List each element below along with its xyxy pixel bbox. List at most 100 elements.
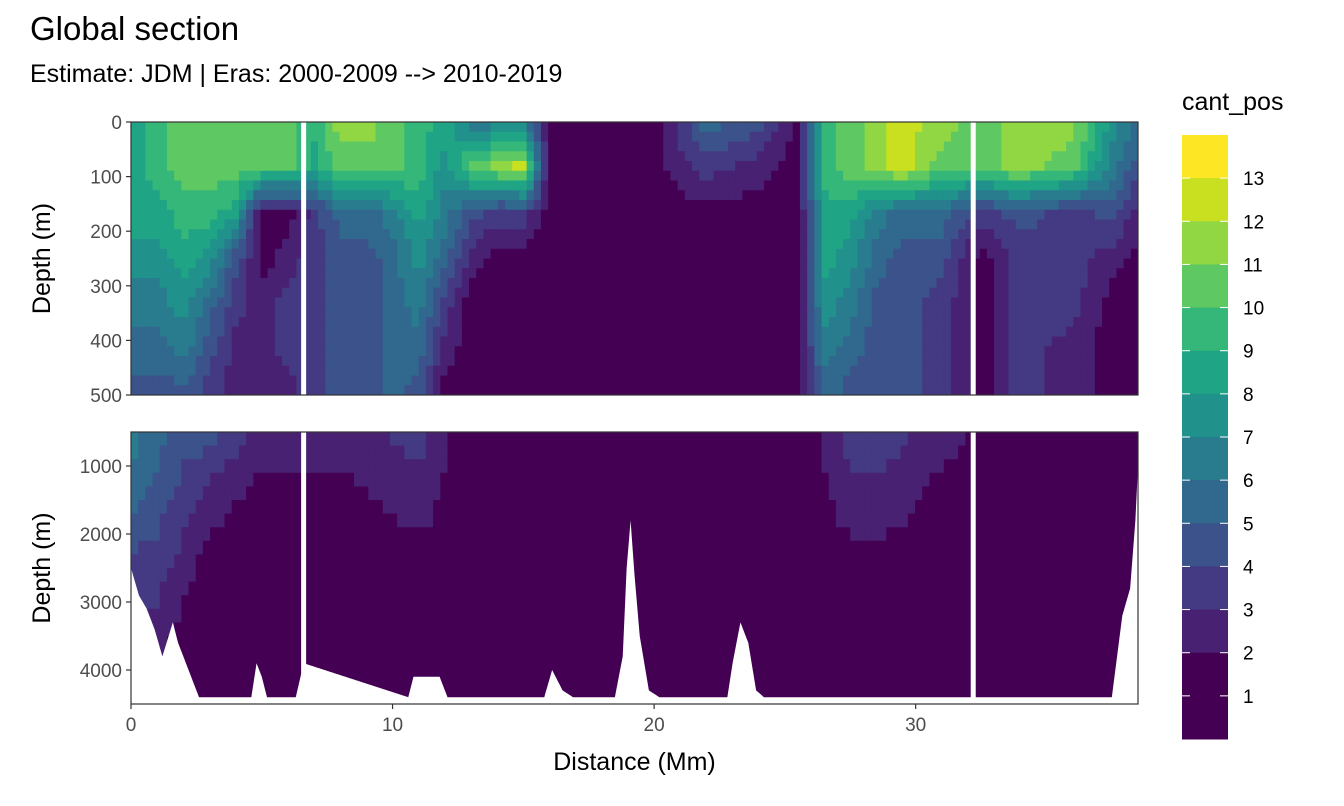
heat-cell: [397, 459, 405, 474]
heat-cell: [1102, 180, 1110, 191]
heat-cell: [1044, 258, 1053, 269]
heat-cell: [857, 219, 866, 230]
heat-cell: [735, 151, 743, 162]
heat-cell: [763, 326, 772, 338]
heat-cell: [828, 209, 837, 221]
heat-cell: [713, 268, 722, 279]
heat-cell: [648, 180, 657, 191]
heat-cell: [936, 180, 945, 191]
heat-cell: [476, 268, 485, 279]
heat-cell: [353, 268, 362, 279]
heat-cell: [368, 676, 377, 691]
heat-cell: [152, 568, 161, 583]
heat-cell: [339, 190, 348, 201]
heat-cell: [332, 636, 341, 651]
heat-cell: [210, 554, 218, 569]
heat-cell: [210, 500, 218, 515]
heat-cell: [828, 151, 837, 162]
heat-cell: [202, 317, 211, 328]
heat-cell: [886, 278, 895, 289]
heat-cell: [1130, 170, 1138, 182]
heat-cell: [274, 278, 283, 289]
heat-cell: [152, 229, 161, 240]
heat-cell: [986, 190, 995, 201]
heat-cell: [476, 239, 485, 250]
heat-cell: [318, 161, 326, 172]
heat-cell: [843, 326, 851, 338]
heat-cell: [497, 595, 506, 610]
heat-cell: [692, 375, 700, 386]
heat-cell: [562, 326, 571, 338]
heat-cell: [353, 432, 362, 447]
heat-cell: [735, 268, 743, 279]
heat-cell: [231, 581, 240, 596]
heat-cell: [871, 297, 880, 308]
heat-cell: [274, 459, 283, 474]
heat-cell: [303, 595, 312, 610]
heat-cell: [994, 161, 1002, 172]
heat-cell: [641, 258, 650, 269]
heat-cell: [382, 527, 391, 542]
heat-cell: [692, 209, 700, 221]
heat-cell: [1109, 229, 1118, 240]
heat-cell: [533, 317, 542, 328]
heat-cell: [152, 200, 161, 211]
heat-cell: [828, 336, 837, 347]
heat-cell: [1116, 326, 1125, 338]
heat-cell: [318, 122, 326, 133]
heat-cell: [353, 209, 362, 221]
heat-cell: [821, 356, 830, 367]
heat-cell: [274, 622, 283, 637]
heat-cell: [389, 248, 398, 260]
heat-cell: [368, 375, 377, 386]
heat-cell: [886, 297, 895, 308]
heat-cell: [922, 287, 930, 299]
heat-cell: [1123, 385, 1132, 395]
heat-cell: [195, 356, 204, 367]
heat-cell: [835, 346, 844, 357]
heat-cell: [303, 200, 312, 211]
heat-cell: [253, 161, 262, 172]
heat-cell: [986, 365, 995, 377]
heat-cell: [246, 459, 254, 474]
heat-cell: [893, 180, 902, 191]
heat-cell: [246, 445, 254, 460]
heat-cell: [720, 131, 729, 143]
heat-cell: [986, 356, 995, 367]
heat-cell: [166, 317, 175, 328]
heat-cell: [195, 229, 204, 240]
heat-cell: [950, 170, 959, 182]
heat-cell: [749, 161, 758, 172]
heat-cell: [425, 622, 434, 637]
heat-cell: [490, 219, 499, 230]
heat-cell: [699, 200, 708, 211]
heat-cell: [238, 170, 247, 182]
heat-cell: [433, 527, 441, 542]
heat-cell: [296, 317, 305, 328]
heat-cell: [433, 459, 441, 474]
heat-cell: [1109, 200, 1118, 211]
heat-cell: [389, 278, 398, 289]
heat-cell: [325, 554, 333, 569]
heat-cell: [1080, 239, 1089, 250]
heat-cell: [562, 317, 571, 328]
heat-cell: [217, 608, 226, 623]
heat-cell: [1015, 209, 1024, 221]
heat-cell: [979, 317, 988, 328]
heat-cell: [821, 385, 830, 395]
heat-cell: [835, 219, 844, 230]
heat-cell: [361, 326, 369, 338]
heat-cell: [1044, 180, 1053, 191]
heat-cell: [843, 346, 851, 357]
heat-cell: [526, 385, 535, 395]
heat-cell: [771, 356, 779, 367]
heat-cell: [936, 278, 945, 289]
heat-cell: [418, 122, 427, 133]
heat-cell: [526, 229, 535, 240]
heat-cell: [994, 287, 1002, 299]
heat-cell: [253, 375, 262, 386]
heat-cell: [411, 278, 420, 289]
heat-cell: [828, 239, 837, 250]
heat-cell: [965, 151, 974, 162]
heat-cell: [289, 649, 298, 664]
